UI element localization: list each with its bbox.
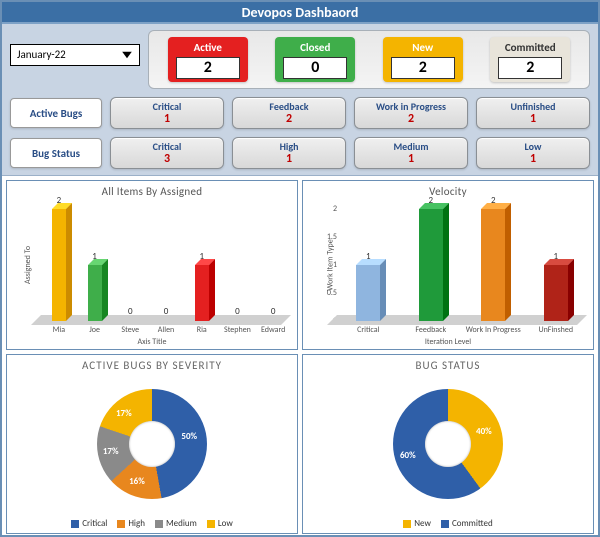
top-panel: January-22 Active2Closed0New2Committed2 …	[2, 24, 598, 176]
bugstatus-legend: NewCommitted	[303, 518, 593, 529]
assigned-chart-panel: All Items By Assigned Assigned To 210010…	[6, 180, 298, 350]
active-bugs-button[interactable]: Unfinished1	[476, 97, 590, 129]
velocity-chart-title: Velocity	[303, 185, 593, 198]
active-bugs-label: Active Bugs	[10, 98, 102, 128]
status-card-closed: Closed0	[275, 37, 355, 82]
bug-status-label: Bug Status	[10, 138, 102, 168]
active-bugs-button[interactable]: Work in Progress2	[354, 97, 468, 129]
bug-status-button[interactable]: High1	[232, 137, 346, 169]
velocity-chart-panel: Velocity Work Item Type 00.511.52 1221 C…	[302, 180, 594, 350]
severity-donut-panel: ACTIVE BUGS BY SEVERITY 50%16%17%17% Cri…	[6, 354, 298, 534]
status-card-active: Active2	[168, 37, 248, 82]
status-card-committed: Committed2	[490, 37, 570, 82]
status-card-new: New2	[383, 37, 463, 82]
velocity-x-label: Iteration Level	[303, 337, 593, 347]
active-bugs-button[interactable]: Feedback2	[232, 97, 346, 129]
active-bugs-row: Critical1Feedback2Work in Progress2Unfin…	[110, 97, 590, 129]
bugstatus-donut-title: BUG STATUS	[303, 359, 593, 372]
bug-status-button[interactable]: Critical3	[110, 137, 224, 169]
assigned-chart-title: All Items By Assigned	[7, 185, 297, 198]
bugstatus-donut-panel: BUG STATUS 40%60% NewCommitted	[302, 354, 594, 534]
page-title: Devopos Dashbaord	[2, 2, 598, 24]
severity-legend: CriticalHighMediumLow	[7, 518, 297, 529]
bug-status-row: Critical3High1Medium1Low1	[110, 137, 590, 169]
severity-donut-title: ACTIVE BUGS BY SEVERITY	[7, 359, 297, 372]
month-dropdown[interactable]: January-22	[10, 44, 140, 70]
active-bugs-button[interactable]: Critical1	[110, 97, 224, 129]
assigned-y-label: Assigned To	[23, 246, 33, 284]
bug-status-button[interactable]: Low1	[476, 137, 590, 169]
month-dropdown-value: January-22	[10, 44, 140, 66]
dashboard-frame: Devopos Dashbaord January-22 Active2 Clos…	[0, 0, 600, 537]
assigned-x-label: Axis Title	[7, 337, 297, 347]
bug-status-button[interactable]: Medium1	[354, 137, 468, 169]
status-card-strip: Active2 Closed0 New2 Committed2	[148, 30, 590, 89]
